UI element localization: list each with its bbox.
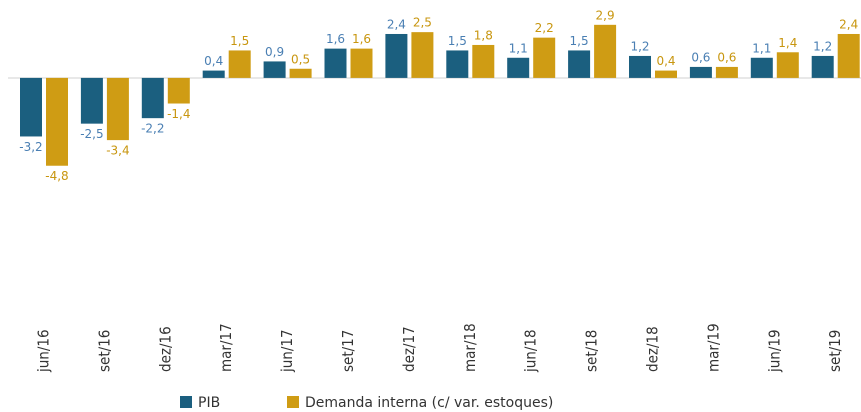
x-tick-label: set/17 [339,330,357,372]
bar [750,57,773,78]
data-label: 1,5 [230,34,249,48]
legend-label: Demanda interna (c/ var. estoques) [305,395,553,411]
x-tick-label: mar/17 [217,323,235,372]
bar [655,70,677,78]
data-label: 2,2 [535,21,554,35]
bar [46,77,68,166]
bar [629,55,651,78]
bar [507,57,530,78]
x-tick-label: mar/19 [704,323,722,372]
bar [568,50,591,78]
data-label: 1,1 [509,41,528,55]
bar [263,61,286,78]
data-label: 2,4 [387,17,406,31]
data-label: 0,4 [656,54,675,68]
data-label: 0,6 [691,50,710,64]
bar [837,33,860,78]
data-label: 0,9 [265,45,284,59]
legend-swatch [287,396,299,408]
data-label: 2,4 [839,17,858,31]
legend-label: PIB [198,395,220,411]
bar [594,24,617,78]
data-label: 1,6 [352,32,371,46]
data-label: -1,4 [167,107,190,121]
bar [80,77,103,124]
x-tick-label: set/18 [583,330,601,372]
data-label: 1,8 [474,28,493,42]
x-tick-label: dez/16 [156,326,174,372]
bar [715,66,738,78]
data-label: -3,2 [19,140,42,154]
bar [446,50,469,78]
x-tick-label: mar/18 [461,323,479,372]
bar [167,77,190,104]
bar [776,52,799,78]
data-label: 1,1 [752,41,771,55]
x-tick-label: set/16 [95,330,113,372]
legend-swatch [180,396,192,408]
bar [324,48,347,78]
data-label: 1,5 [448,34,467,48]
bar [472,44,495,78]
data-label: 1,5 [570,34,589,48]
data-label: 2,5 [413,16,432,30]
data-label: 0,5 [291,52,310,66]
x-tick-label: jun/18 [522,329,540,373]
x-tick-label: dez/18 [644,326,662,372]
data-label: -2,2 [141,122,164,136]
data-label: 0,4 [204,54,223,68]
bar [411,32,434,78]
x-tick-label: jun/19 [765,329,783,373]
bar [141,77,164,119]
data-label: 0,6 [717,50,736,64]
x-tick-label: dez/17 [400,326,418,372]
x-tick-label: set/19 [826,330,844,372]
data-label: -2,5 [80,127,103,141]
bar [228,50,251,78]
data-label: 2,9 [596,8,615,22]
bar [202,70,225,78]
bar [811,55,834,78]
bar [533,37,556,78]
bar [385,33,408,78]
bar [289,68,312,78]
bar [20,77,42,137]
data-label: 1,2 [813,39,832,53]
data-label: -3,4 [106,144,129,158]
x-tick-label: jun/16 [35,329,53,373]
data-label: 1,2 [630,39,649,53]
data-label: 1,4 [778,36,797,50]
data-label: -4,8 [45,169,68,183]
x-tick-label: jun/17 [278,329,296,373]
bar [106,77,129,141]
bar [689,66,712,78]
data-label: 1,6 [326,32,345,46]
bar [350,48,373,78]
